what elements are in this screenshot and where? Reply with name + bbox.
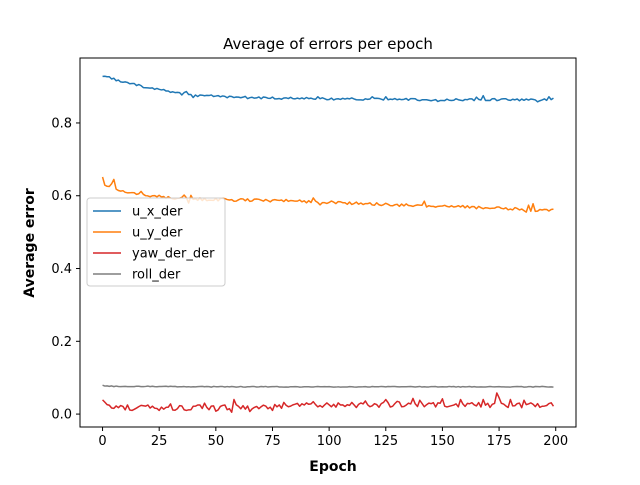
series-line-u-x-der: [102, 75, 554, 103]
x-tick-label: 150: [430, 434, 455, 449]
x-tick-label: 50: [208, 434, 225, 449]
y-tick-label: 0.4: [51, 262, 72, 277]
y-tick-label: 0.8: [51, 116, 72, 131]
x-tick-label: 75: [264, 434, 281, 449]
x-tick-label: 100: [317, 434, 342, 449]
y-tick-label: 0.2: [51, 335, 72, 350]
legend-label-u-y-der: u_y_der: [132, 226, 183, 241]
legend-label-u-x-der: u_x_der: [132, 205, 183, 220]
y-axis-label: Average error: [22, 188, 38, 298]
x-tick-label: 200: [543, 434, 568, 449]
legend: u_x_der u_y_der yaw_der_der roll_der: [86, 197, 226, 287]
x-axis-label: Epoch: [309, 459, 356, 475]
series-line-yaw-der-der: [102, 392, 555, 414]
plot-frame: [79, 57, 577, 428]
x-axis-ticks: 0 25 50 75 100 125 150 175 200: [98, 427, 568, 449]
x-tick-label: 125: [373, 434, 398, 449]
y-tick-label: 0.0: [51, 408, 72, 423]
legend-label-roll-der: roll_der: [132, 268, 181, 283]
legend-frame: [86, 197, 226, 287]
chart-title: Average of errors per epoch: [223, 35, 433, 53]
y-tick-label: 0.6: [51, 189, 72, 204]
legend-label-yaw-der-der: yaw_der_der: [132, 247, 215, 262]
x-tick-label: 175: [487, 434, 512, 449]
x-tick-label: 25: [151, 434, 168, 449]
series-line-roll-der: [102, 384, 554, 388]
y-axis-ticks: 0.0 0.2 0.4 0.6 0.8: [51, 116, 80, 423]
x-tick-label: 0: [98, 434, 106, 449]
